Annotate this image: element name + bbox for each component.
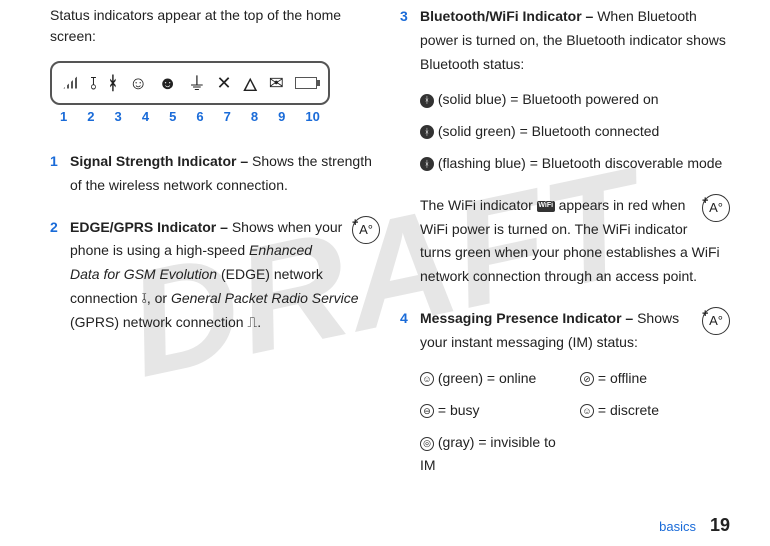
bt-icon-1: ᚼ	[420, 125, 434, 139]
item-2-body-e: General Packet Radio Service	[171, 290, 359, 306]
item-1-number: 1	[50, 150, 58, 174]
im-cell-2: ⊖ = busy	[420, 399, 570, 421]
status-numbers: 1 2 3 4 5 6 7 8 9 10	[50, 109, 330, 124]
wifi-float-icon: A°	[702, 194, 730, 222]
num-8: 8	[251, 109, 258, 124]
item-2-title: EDGE/GPRS Indicator –	[70, 219, 232, 235]
item-3-number: 3	[400, 5, 408, 29]
bluetooth-icon: ᚼ	[108, 73, 119, 94]
im-cell-5	[580, 431, 730, 476]
item-4-number: 4	[400, 307, 408, 331]
num-4: 4	[142, 109, 149, 124]
im-cell-0: ☺ (green) = online	[420, 367, 570, 389]
status-indicator-box: ⫱ ᚼ ☺ ☻ ⏚ ✕ 🜂 ✉	[50, 61, 330, 105]
im-icon-0: ☺	[420, 372, 434, 386]
im-float-icon: A°	[702, 307, 730, 335]
num-9: 9	[278, 109, 285, 124]
im-text-2: = busy	[434, 402, 480, 418]
im-text-4: (gray) = invisible to IM	[420, 434, 556, 472]
num-10: 10	[305, 109, 319, 124]
battery-icon	[295, 73, 317, 94]
im-icon-2: ⊖	[420, 404, 434, 418]
presence2-icon: ☻	[158, 73, 177, 94]
im-cell-3: ☺ = discrete	[580, 399, 730, 421]
item-1: 1 Signal Strength Indicator – Shows the …	[50, 150, 380, 198]
num-7: 7	[224, 109, 231, 124]
bt-icon-2: ᚼ	[420, 157, 434, 171]
wifi-badge: WiFi	[537, 201, 555, 212]
item-2-body-f: (GPRS) network connection	[70, 314, 247, 330]
bt-row-2: ᚼ (flashing blue) = Bluetooth discoverab…	[420, 152, 730, 176]
item-3-title: Bluetooth/WiFi Indicator –	[420, 8, 597, 24]
im-icon-3: ☺	[580, 404, 594, 418]
im-text-0: (green) = online	[434, 370, 536, 386]
item-2-body-g: .	[257, 314, 261, 330]
message-icon: ✉	[269, 73, 284, 94]
item-4: 4 A° Messaging Presence Indicator – Show…	[400, 307, 730, 476]
wifi-paragraph: A° The WiFi indicator WiFi appears in re…	[400, 194, 730, 289]
bt-row-1: ᚼ (solid green) = Bluetooth connected	[420, 120, 730, 144]
im-text-3: = discrete	[594, 402, 659, 418]
im-icon-4: ◎	[420, 437, 434, 451]
bt-text-1: (solid green) = Bluetooth connected	[434, 123, 659, 139]
num-6: 6	[196, 109, 203, 124]
im-cell-4: ◎ (gray) = invisible to IM	[420, 431, 570, 476]
antenna-icon: A°	[352, 216, 380, 244]
item-4-title: Messaging Presence Indicator –	[420, 310, 637, 326]
im-icon-1: ⊘	[580, 372, 594, 386]
wifi-a: The WiFi indicator	[420, 197, 537, 213]
im-text-1: = offline	[594, 370, 647, 386]
bt-text-2: (flashing blue) = Bluetooth discoverable…	[434, 155, 722, 171]
page-content: Status indicators appear at the top of t…	[0, 0, 770, 546]
im-cell-1: ⊘ = offline	[580, 367, 730, 389]
item-1-title: Signal Strength Indicator –	[70, 153, 252, 169]
bell-icon: 🜂	[242, 65, 258, 102]
tools-icon: ✕	[217, 73, 232, 94]
right-column: 3 Bluetooth/WiFi Indicator – When Blueto…	[390, 5, 740, 536]
item-2-body-d: , or	[147, 290, 171, 306]
num-5: 5	[169, 109, 176, 124]
left-column: Status indicators appear at the top of t…	[40, 5, 390, 536]
intro-text: Status indicators appear at the top of t…	[50, 5, 380, 47]
im-status-table: ☺ (green) = online ⊘ = offline ⊖ = busy …	[420, 367, 730, 477]
presence-icon: ☺	[129, 73, 147, 94]
num-2: 2	[87, 109, 94, 124]
gprs-inline-icon: ⎍	[247, 314, 257, 330]
bt-icon-0: ᚼ	[420, 94, 434, 108]
num-1: 1	[60, 109, 67, 124]
edge-icon: ⫱	[90, 73, 97, 94]
tower-icon: ⏚	[188, 70, 206, 96]
bt-text-0: (solid blue) = Bluetooth powered on	[434, 91, 659, 107]
bt-row-0: ᚼ (solid blue) = Bluetooth powered on	[420, 88, 730, 112]
item-3: 3 Bluetooth/WiFi Indicator – When Blueto…	[400, 5, 730, 176]
signal-icon	[63, 73, 79, 94]
item-2-number: 2	[50, 216, 58, 240]
item-2: 2 A° EDGE/GPRS Indicator – Shows when yo…	[50, 216, 380, 335]
num-3: 3	[115, 109, 122, 124]
